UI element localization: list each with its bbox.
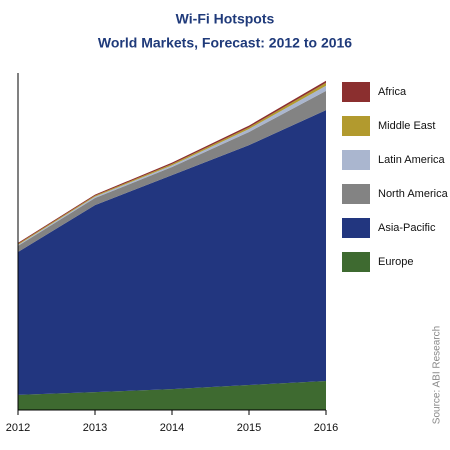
x-tick-label: 2012: [6, 422, 30, 434]
area: [18, 85, 326, 246]
legend-label: Asia-Pacific: [378, 222, 436, 234]
chart-subtitle: World Markets, Forecast: 2012 to 2016: [98, 35, 352, 51]
legend-swatch: [342, 218, 370, 238]
source-note: Source: ABI Research: [432, 326, 443, 424]
legend-label: Latin America: [378, 154, 446, 166]
legend-swatch: [342, 184, 370, 204]
legend-label: Europe: [378, 256, 413, 268]
legend-swatch: [342, 116, 370, 136]
legend-swatch: [342, 252, 370, 272]
area: [18, 90, 326, 252]
x-tick-label: 2014: [160, 422, 184, 434]
x-tick-label: 2013: [83, 422, 107, 434]
x-tick-label: 2015: [237, 422, 261, 434]
legend-swatch: [342, 150, 370, 170]
legend-swatch: [342, 82, 370, 102]
legend-label: Middle East: [378, 120, 435, 132]
legend-label: Africa: [378, 86, 407, 98]
chart-title: Wi-Fi Hotspots: [176, 11, 275, 27]
x-tick-label: 2016: [314, 422, 338, 434]
legend-label: North America: [378, 188, 449, 200]
area: [18, 381, 326, 410]
area: [18, 110, 326, 395]
